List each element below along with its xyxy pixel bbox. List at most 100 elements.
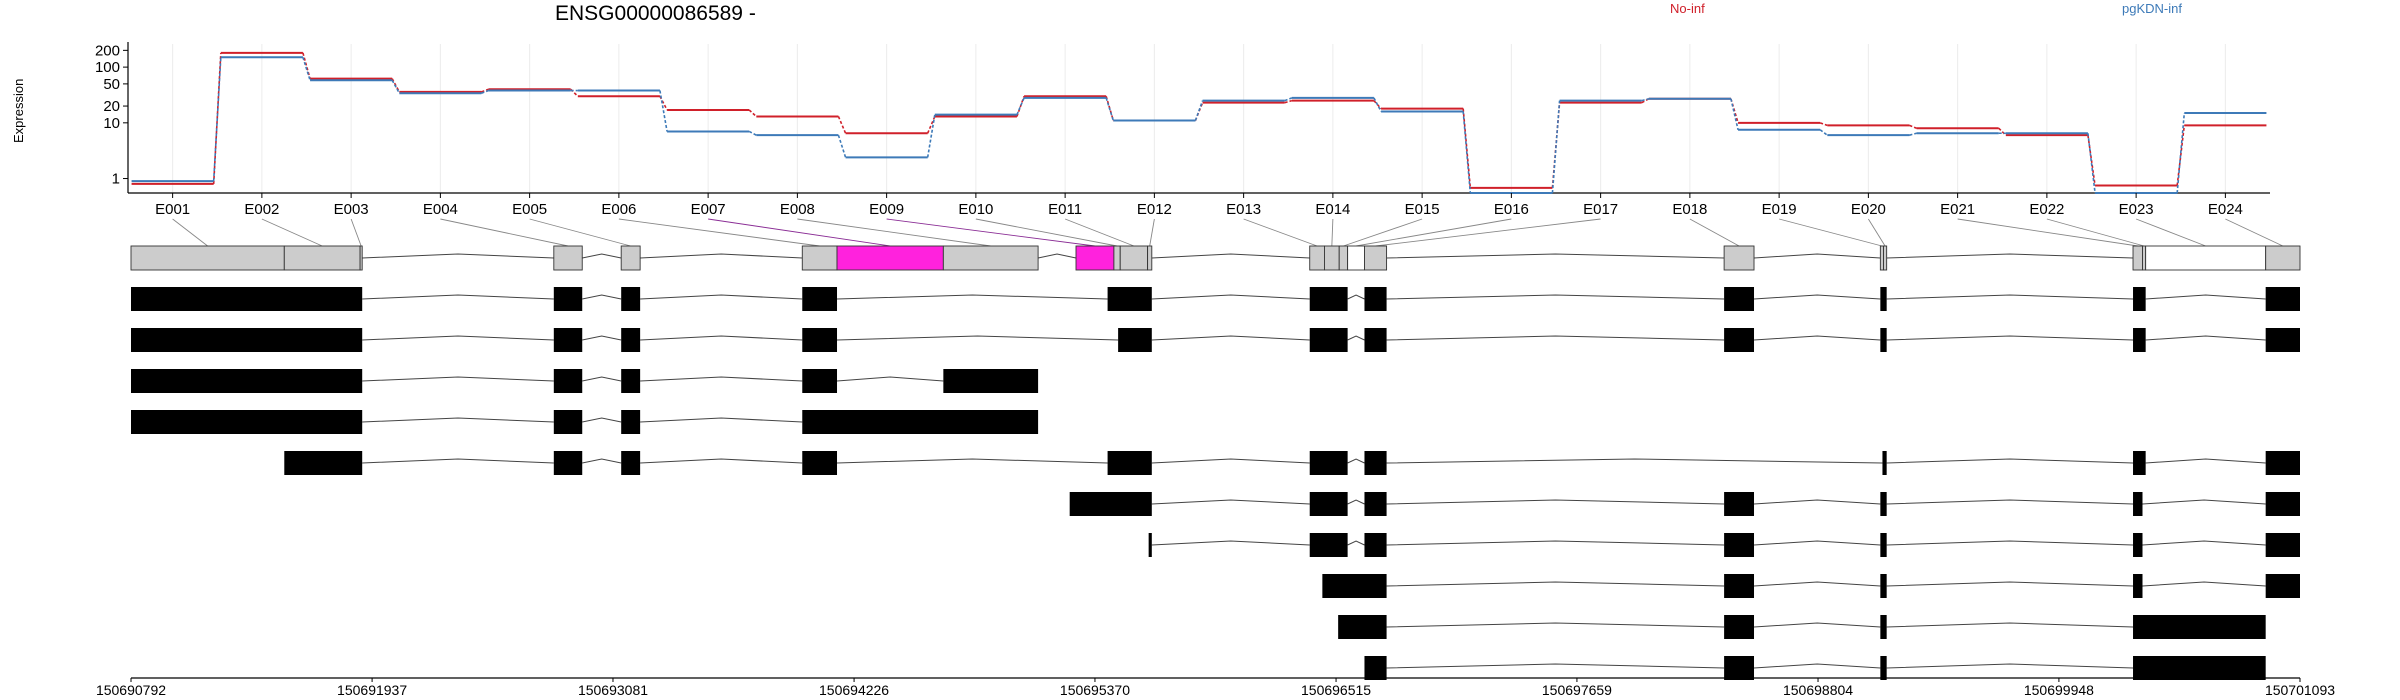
series-connector [481, 88, 489, 93]
transcript-intron [1886, 458, 2134, 464]
transcript-intron [362, 376, 554, 382]
gridlines [172, 44, 2226, 193]
series-connector [1016, 97, 1025, 115]
x-tick-label: E008 [780, 201, 815, 218]
x-tick-label: E003 [334, 201, 369, 218]
transcript-intron [640, 294, 803, 300]
transcript-intron [362, 417, 554, 423]
transcript-intron [1886, 581, 2134, 587]
transcript-exon [1107, 451, 1152, 475]
coordinate-tick-label: 150691937 [337, 682, 407, 698]
exon-bin [2265, 245, 2301, 271]
exon-connector [440, 218, 569, 247]
exon-connector [1343, 218, 1423, 247]
transcript-intron [1753, 663, 1881, 669]
transcript-exon [2133, 533, 2143, 557]
transcript-exon [1880, 533, 1887, 557]
exon-connector [1149, 218, 1155, 247]
exon-bin [283, 245, 361, 271]
transcript-exon [1880, 287, 1887, 311]
x-tick-label: E001 [155, 201, 190, 218]
transcript-5 [284, 451, 2300, 475]
transcript-exon [1309, 451, 1348, 475]
transcript-exon [1364, 287, 1387, 311]
transcript-intron [1151, 458, 1310, 464]
series-connector [302, 57, 311, 81]
transcript-intron [1151, 499, 1310, 505]
transcript-tracks [131, 287, 2300, 680]
exon-bin-track [130, 245, 2301, 271]
transcript-exon [1364, 328, 1387, 352]
x-tick-label: E002 [244, 201, 279, 218]
transcript-intron [362, 458, 554, 464]
x-tick-label: E015 [1405, 201, 1440, 218]
coordinate-tick-label: 150698804 [1783, 682, 1853, 698]
coordinate-tick-label: 150697659 [1542, 682, 1612, 698]
transcript-intron [1886, 663, 2134, 669]
series-connector [1284, 99, 1293, 104]
transcript-exon [131, 369, 363, 393]
y-tick-label: 50 [103, 76, 120, 93]
transcript-exon [1364, 451, 1387, 475]
transcript-intron [1347, 540, 1365, 546]
coordinate-tick-label: 150699948 [2024, 682, 2094, 698]
transcript-4 [131, 410, 1039, 434]
exon-bin [1723, 245, 1755, 271]
transcript-exon [1724, 492, 1755, 516]
exon-connector [1331, 218, 1334, 247]
transcript-intron [640, 376, 803, 382]
exon-bin [836, 245, 944, 271]
transcript-exon [621, 328, 641, 352]
exon-bin [1883, 245, 1888, 271]
bin-intron [1037, 253, 1077, 259]
transcript-exon [1364, 656, 1387, 680]
transcript-exon [802, 287, 838, 311]
x-tick-label: E012 [1137, 201, 1172, 218]
exon-connector [1355, 218, 1512, 247]
exon-connector [797, 218, 991, 247]
transcript-exon [2265, 574, 2300, 598]
transcript-exon [1724, 533, 1755, 557]
exon-bin [1119, 245, 1149, 271]
transcript-3 [131, 369, 1039, 393]
exon-connector [1243, 218, 1318, 247]
transcript-exon [802, 451, 838, 475]
exon-bin [553, 245, 583, 271]
coordinate-tick-label: 150694226 [819, 682, 889, 698]
series-1 [131, 56, 2267, 194]
transcript-exon [1724, 328, 1755, 352]
transcript-intron [836, 376, 944, 382]
exon-connector [886, 218, 1096, 247]
transcript-intron [1347, 335, 1365, 341]
exon-bin [1364, 245, 1388, 271]
transcript-exon [2265, 533, 2300, 557]
coordinate-tick-label: 150693081 [578, 682, 648, 698]
transcript-exon [1118, 328, 1152, 352]
transcript-exon [1309, 492, 1348, 516]
transcript-intron [1753, 540, 1881, 546]
exon-bin [2145, 245, 2267, 271]
coordinate-tick-label: 150695370 [1060, 682, 1130, 698]
transcript-exon [2133, 615, 2266, 639]
transcript-exon [1309, 287, 1348, 311]
transcript-exon [1724, 287, 1755, 311]
exon-bin [1113, 245, 1121, 271]
exon-bin [942, 245, 1039, 271]
transcript-exon [1069, 492, 1152, 516]
series-connector [2176, 112, 2186, 194]
exon-connector [708, 218, 891, 247]
exon-connector [1689, 218, 1740, 247]
transcript-exon [131, 287, 363, 311]
transcript-exon [2265, 492, 2300, 516]
x-tick-label: E004 [423, 201, 458, 218]
series-connector [659, 90, 668, 132]
series-connector [302, 52, 311, 79]
transcript-intron [640, 335, 803, 341]
x-tick-label: E014 [1315, 201, 1350, 218]
transcript-intron [1753, 499, 1881, 505]
transcript-exon [1724, 574, 1755, 598]
series-connector [926, 116, 936, 134]
transcript-7 [1148, 533, 2300, 557]
transcript-intron [837, 458, 1108, 464]
